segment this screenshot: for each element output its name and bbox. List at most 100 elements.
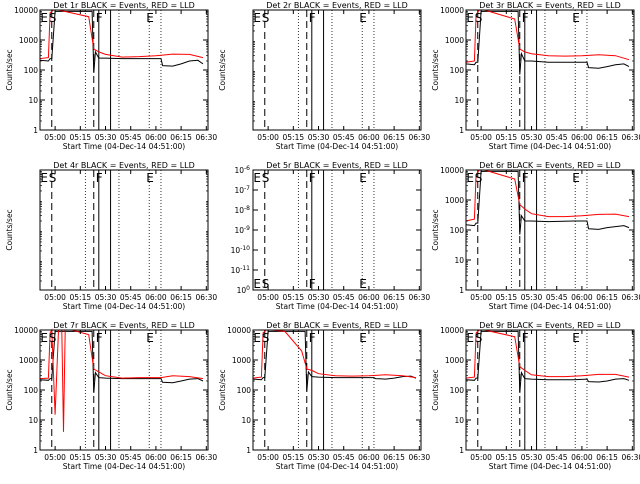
lld-rate-line <box>465 329 630 379</box>
lld-rate-line <box>39 9 204 60</box>
event-rate-line <box>465 10 630 75</box>
y-tick-label: 10 <box>454 256 464 265</box>
panel-title: Det 9r BLACK = Events, RED = LLD <box>479 321 621 330</box>
x-tick-label: 06:15 <box>596 133 618 142</box>
x-tick-label: 05:00 <box>257 293 279 302</box>
y-tick-label: 1 <box>246 446 251 455</box>
x-axis-label: Start Time (04-Dec-14 04:51:00) <box>489 462 611 471</box>
x-tick-label: 06:30 <box>409 293 431 302</box>
plot-frame <box>252 9 422 131</box>
y-tick-label: 1 <box>33 126 38 135</box>
event-rate-line <box>252 330 417 392</box>
y-tick-label: 10000 <box>227 326 251 335</box>
y-axis-label: Counts/sec <box>431 209 440 250</box>
plot-frame <box>465 329 635 451</box>
x-tick-label: 05:00 <box>470 133 492 142</box>
y-axis-label: Counts/sec <box>5 369 14 410</box>
x-tick-label: 06:30 <box>409 453 431 462</box>
y-tick-label: 100 <box>24 386 39 395</box>
x-tick-label: 06:30 <box>622 133 640 142</box>
x-tick-label: 06:00 <box>145 133 167 142</box>
y-axis-label: Counts/sec <box>431 49 440 90</box>
x-tick-label: 06:15 <box>170 453 192 462</box>
marker-label-f: F <box>309 171 316 185</box>
y-tick-label: 10-10 <box>231 245 251 255</box>
marker-label-e: E <box>359 171 367 185</box>
y-tick-label: 10000 <box>14 6 38 15</box>
y-tick-label: 1 <box>33 446 38 455</box>
x-tick-label: 05:30 <box>308 133 330 142</box>
marker-label-e: E <box>40 331 48 345</box>
plot-frame <box>252 329 422 451</box>
x-tick-label: 06:30 <box>622 293 640 302</box>
x-axis-label: Start Time (04-Dec-14 04:51:00) <box>63 462 185 471</box>
x-tick-label: 05:45 <box>333 453 355 462</box>
x-tick-label: 05:45 <box>120 453 142 462</box>
y-tick-label: 100 <box>237 285 251 295</box>
x-tick-label: 05:15 <box>496 133 518 142</box>
x-tick-label: 05:15 <box>283 293 305 302</box>
marker-label-s: S <box>262 331 270 345</box>
y-tick-label: 100 <box>24 66 39 75</box>
panel-title: Det 3r BLACK = Events, RED = LLD <box>479 1 621 10</box>
marker-label-e-bottom: E <box>359 277 367 291</box>
x-tick-label: 05:45 <box>120 133 142 142</box>
x-tick-label: 06:30 <box>622 453 640 462</box>
x-tick-label: 05:45 <box>546 293 568 302</box>
panel-title: Det 6r BLACK = Events, RED = LLD <box>479 161 621 170</box>
x-tick-label: 06:30 <box>196 133 218 142</box>
marker-label-e: E <box>40 11 48 25</box>
marker-label-f: F <box>522 331 529 345</box>
x-tick-label: 06:15 <box>170 293 192 302</box>
marker-label-e: E <box>359 11 367 25</box>
y-tick-label: 10 <box>241 416 251 425</box>
panel-title: Det 2r BLACK = Events, RED = LLD <box>266 1 408 10</box>
x-tick-label: 06:15 <box>596 293 618 302</box>
panel-title: Det 8r BLACK = Events, RED = LLD <box>266 321 408 330</box>
x-tick-label: 05:45 <box>120 293 142 302</box>
y-tick-label: 10 <box>28 416 38 425</box>
y-tick-label: 100 <box>450 226 465 235</box>
y-tick-label: 10000 <box>440 166 464 175</box>
x-axis-label: Start Time (04-Dec-14 04:51:00) <box>63 142 185 151</box>
marker-label-e: E <box>146 11 154 25</box>
x-tick-label: 05:00 <box>44 293 66 302</box>
y-tick-label: 1 <box>459 126 464 135</box>
marker-label-s: S <box>262 171 270 185</box>
x-tick-label: 05:45 <box>546 453 568 462</box>
marker-label-s: S <box>49 11 57 25</box>
plot-frame <box>252 169 422 291</box>
x-tick-label: 06:00 <box>358 133 380 142</box>
x-tick-label: 05:30 <box>308 453 330 462</box>
marker-label-s: S <box>475 11 483 25</box>
y-tick-label: 1 <box>459 446 464 455</box>
x-tick-label: 05:45 <box>546 133 568 142</box>
panel-title: Det 4r BLACK = Events, RED = LLD <box>53 161 195 170</box>
y-tick-label: 10 <box>454 96 464 105</box>
x-tick-label: 06:00 <box>571 293 593 302</box>
y-axis-label: Counts/sec <box>431 369 440 410</box>
x-tick-label: 05:30 <box>521 133 543 142</box>
x-tick-label: 05:15 <box>70 133 92 142</box>
y-tick-label: 100 <box>450 66 465 75</box>
x-tick-label: 06:00 <box>145 453 167 462</box>
x-tick-label: 05:30 <box>95 453 117 462</box>
x-tick-label: 05:00 <box>44 453 66 462</box>
y-tick-label: 1000 <box>445 196 464 205</box>
y-tick-label: 1000 <box>19 356 38 365</box>
marker-label-e: E <box>466 11 474 25</box>
y-tick-label: 100 <box>237 386 252 395</box>
marker-label-e-bottom: E <box>253 277 261 291</box>
x-tick-label: 06:00 <box>358 293 380 302</box>
y-axis-label: Counts/sec <box>218 49 227 90</box>
x-axis-label: Start Time (04-Dec-14 04:51:00) <box>489 302 611 311</box>
y-axis-label: Counts/sec <box>5 49 14 90</box>
y-tick-label: 1000 <box>19 36 38 45</box>
marker-label-s: S <box>262 11 270 25</box>
marker-label-e: E <box>572 11 580 25</box>
x-tick-label: 05:45 <box>333 133 355 142</box>
